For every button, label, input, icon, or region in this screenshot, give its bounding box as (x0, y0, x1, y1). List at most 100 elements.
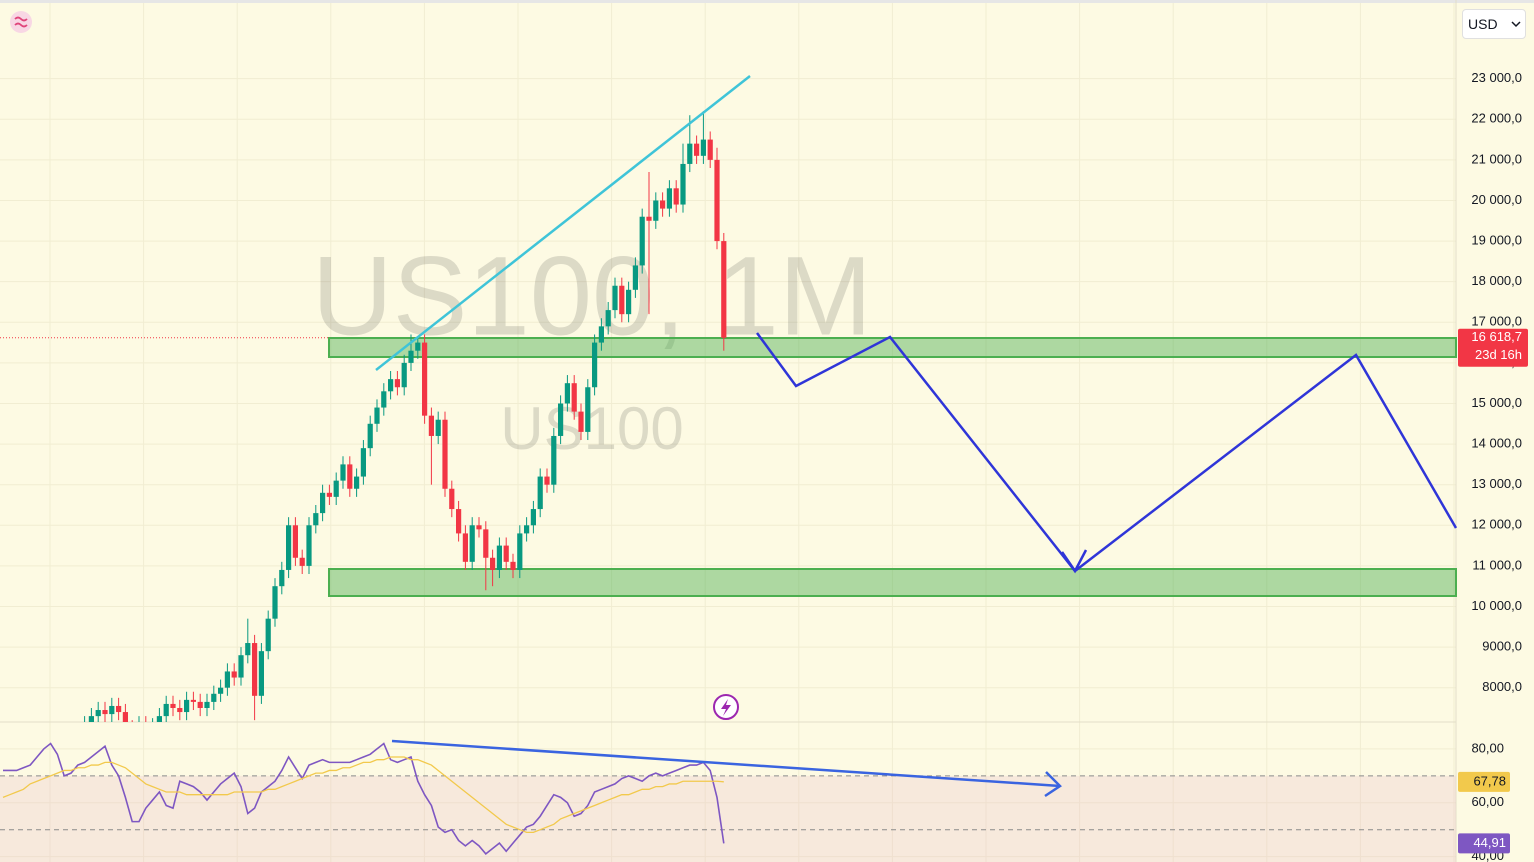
y-tick-label: 20 000,0 (1471, 192, 1522, 207)
candle-body (326, 492, 332, 497)
divergence-arrowhead (1044, 771, 1062, 798)
candle-body (462, 533, 468, 562)
candle-body (442, 419, 448, 489)
resistance-zone (328, 337, 1457, 358)
candle-body (381, 391, 387, 408)
candle-body (694, 143, 700, 156)
candle-body (619, 285, 625, 315)
candle-body (306, 525, 312, 566)
candle-body (483, 529, 489, 558)
currency-select[interactable]: USD (1462, 9, 1526, 39)
candle-body (190, 699, 196, 702)
candle-body (721, 241, 727, 338)
candle-body (687, 143, 693, 164)
candle-body (320, 492, 326, 514)
event-bolt (721, 699, 731, 716)
candle-body (558, 403, 564, 436)
candle-body (537, 476, 543, 510)
candle-body (422, 342, 428, 416)
candle-body (204, 701, 210, 708)
candle-body (218, 687, 224, 694)
candle-body (564, 383, 570, 404)
divergence-line (391, 739, 1061, 788)
candle-body (95, 710, 101, 717)
rsi-background (0, 775, 1456, 862)
y-tick-label: 13 000,0 (1471, 476, 1522, 491)
y-tick-label: 15 000,0 (1471, 395, 1522, 410)
candle-body (170, 703, 176, 708)
candle-body (333, 480, 339, 497)
rsi-band-fill (0, 775, 1456, 862)
currency-label: USD (1468, 16, 1498, 32)
candle-body (524, 525, 530, 534)
candle-body (598, 326, 604, 343)
support-zone (328, 568, 1457, 597)
candle-body (211, 693, 217, 702)
candle-body (707, 139, 713, 160)
candle-body (184, 699, 190, 713)
candle-body (626, 289, 632, 315)
candle-body (503, 545, 509, 562)
rsi (2, 742, 725, 856)
candle-body (639, 216, 645, 266)
rsi-tick-label: 80,00 (1471, 740, 1504, 755)
candle-body (660, 200, 666, 209)
candle-body (299, 557, 305, 566)
candle-body (476, 525, 482, 530)
drawings (375, 75, 1458, 798)
candle-body (435, 419, 441, 436)
event-icon[interactable] (713, 694, 739, 720)
candle-body (224, 671, 230, 688)
candle-body (252, 643, 258, 696)
candle-body (415, 342, 421, 351)
candle-body (197, 701, 203, 708)
candle-body (116, 705, 122, 713)
rsi-value-box (1458, 771, 1510, 792)
candle-body (408, 350, 414, 363)
candle-body (714, 159, 720, 242)
candle-body (265, 618, 271, 652)
y-tick-label: 10 000,0 (1471, 598, 1522, 613)
y-tick-label: 11 000,0 (1472, 557, 1522, 572)
candle-body (340, 464, 346, 481)
y-tick-label: 9000,0 (1482, 639, 1522, 654)
last-price-box (1458, 328, 1528, 367)
watermark-subtitle: US100 (500, 395, 683, 462)
logo-circle (10, 11, 32, 33)
candle-body (360, 448, 366, 477)
price-axis: 8000,0 9000,0 10 000,0 11 000,0 12 000,0 13 0… (1458, 70, 1528, 862)
y-tick-label: 12 000,0 (1471, 517, 1522, 532)
candle-body (122, 712, 128, 722)
candle-body (496, 545, 502, 570)
candle-body (680, 163, 686, 205)
top-border (0, 0, 1534, 3)
candle-body (177, 707, 183, 713)
candle-body (156, 716, 162, 722)
zones (328, 337, 1457, 597)
rsi-value-label: 44,91 (1473, 835, 1506, 850)
candle-body (258, 651, 264, 696)
candle-body (612, 285, 618, 311)
candle-body (279, 569, 285, 587)
candle-body (530, 509, 536, 526)
projection-arrowhead (1060, 549, 1088, 574)
candle-body (354, 476, 360, 489)
candle-body (374, 407, 380, 424)
candle-body (551, 435, 557, 485)
candle-body (449, 488, 455, 510)
candle-body (544, 476, 550, 485)
y-tick-label: 21 000,0 (1471, 151, 1522, 166)
candle-body (109, 705, 115, 715)
rsi-tick-label: 60,00 (1471, 794, 1504, 809)
candle-body (347, 464, 353, 489)
candle-body (428, 415, 434, 436)
candle-body (313, 513, 319, 526)
candle-body (673, 188, 679, 205)
candle-body (292, 525, 298, 558)
candle-body (163, 703, 169, 717)
y-tick-label: 17 000,0 (1471, 314, 1522, 329)
candle-body (700, 139, 706, 156)
